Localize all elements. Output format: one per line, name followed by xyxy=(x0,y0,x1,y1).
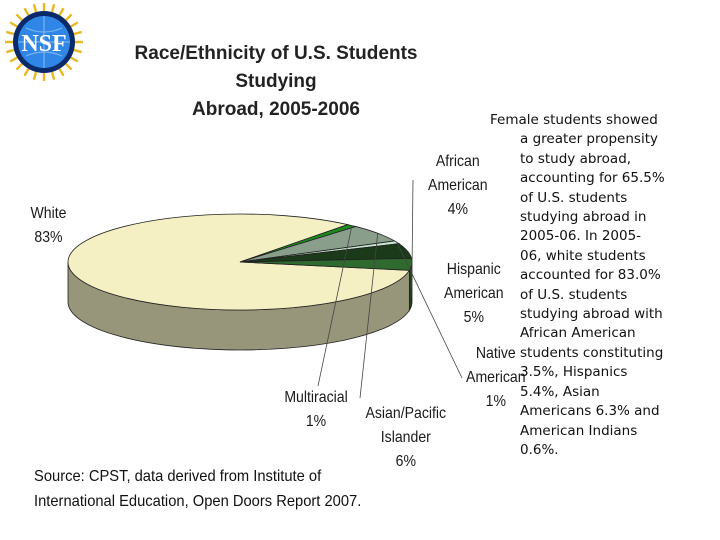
slice-label-asian-pacific-islander: Asian/Pacific Islander 6% xyxy=(365,402,446,474)
slice-label-hispanic-value: 5% xyxy=(463,309,484,326)
pie-top xyxy=(67,213,413,311)
caption-line: 3.5%, Hispanics xyxy=(520,364,628,381)
logo-ray xyxy=(50,4,56,14)
logo-ray xyxy=(69,21,79,29)
source-note: Source: CPST, data derived from Institut… xyxy=(34,464,361,514)
caption-line: Americans 6.3% and xyxy=(520,403,660,420)
caption-line: students constituting xyxy=(520,344,664,361)
slice-label-asian-value: 6% xyxy=(395,453,416,470)
logo-ray xyxy=(50,70,56,80)
slice-label-african-american: African American 4% xyxy=(428,150,487,222)
logo-ray xyxy=(69,55,79,63)
caption-line: African American xyxy=(520,325,636,342)
leader-lines xyxy=(317,179,463,399)
caption-line: to study abroad, xyxy=(520,150,632,167)
logo-ray xyxy=(32,70,38,80)
caption-line: of U.S. students xyxy=(520,189,628,206)
caption-line: Female students showed xyxy=(490,112,658,128)
logo-globe-lines xyxy=(18,16,70,68)
caption-line: accounting for 65.5% xyxy=(520,170,665,187)
logo-ray xyxy=(57,67,65,77)
logo-ray xyxy=(15,13,24,22)
logo-ray xyxy=(9,55,19,63)
logo-text: NSF xyxy=(21,31,66,57)
logo-ray xyxy=(72,30,82,36)
slice-label-white: White 83% xyxy=(30,202,66,250)
slice-label-white-name: White xyxy=(30,205,67,222)
caption-line: accounted for 83.0% xyxy=(520,267,661,284)
slice-label-native-american: Native American 1% xyxy=(466,342,525,414)
logo-ray xyxy=(15,62,24,71)
caption-line: studying abroad with xyxy=(520,306,663,323)
leader-native-american xyxy=(396,242,463,379)
slice-label-hispanic-line-2: American xyxy=(444,285,504,302)
slice-label-asian-line-2: Islander xyxy=(380,429,431,446)
nsf-logo: NSF xyxy=(5,3,83,81)
logo-rays xyxy=(5,3,83,81)
slice-label-native-line-2: American xyxy=(466,369,526,386)
caption-line: 5.4%, Asian xyxy=(520,383,600,400)
logo-ray xyxy=(9,21,19,29)
chart-title: Race/Ethnicity of U.S. Students Studying… xyxy=(96,40,456,124)
logo-ray xyxy=(23,7,31,17)
leader-african-american xyxy=(411,179,414,289)
slice-label-african-line-2: American xyxy=(428,177,488,194)
slice-label-hispanic-line-1: Hispanic xyxy=(446,261,501,278)
slice-label-hispanic-american: Hispanic American 5% xyxy=(444,258,503,330)
caption-line: of U.S. students xyxy=(520,286,628,303)
slice-label-african-value: 4% xyxy=(447,201,468,218)
caption-line: American Indians xyxy=(520,422,638,439)
chart-title-line-2: Abroad, 2005-2006 xyxy=(192,99,360,120)
source-line-2: International Education, Open Doors Repo… xyxy=(34,493,362,510)
slice-label-asian-line-1: Asian/Pacific xyxy=(365,405,447,422)
source-line-1: Source: CPST, data derived from Institut… xyxy=(34,468,322,485)
slice-label-native-value: 1% xyxy=(485,393,506,410)
caption-line: 2005-06. In 2005- xyxy=(520,228,642,245)
leader-multiracial xyxy=(317,225,353,387)
logo-ray xyxy=(23,67,31,77)
logo-ray xyxy=(6,30,16,36)
slice-label-white-value: 83% xyxy=(34,229,63,246)
logo-ray xyxy=(64,62,73,71)
logo-ray xyxy=(64,13,73,22)
slice-label-african-line-1: African xyxy=(435,153,480,170)
caption-line: a greater propensity xyxy=(520,131,658,148)
leader-asian-pacific-islander xyxy=(359,233,379,399)
logo-ray xyxy=(72,48,82,54)
caption-line: 0.6%. xyxy=(520,441,559,458)
slice-label-native-line-1: Native xyxy=(475,345,516,362)
slice-label-multiracial-name: Multiracial xyxy=(284,389,348,406)
caption-line: studying abroad in xyxy=(520,209,647,226)
slice-label-multiracial: Multiracial 1% xyxy=(284,386,347,434)
pie-slice-white xyxy=(67,213,411,311)
logo-ray xyxy=(6,48,16,54)
logo-ray xyxy=(32,4,38,14)
caption-line: 06, white students xyxy=(520,247,646,264)
slice-label-multiracial-value: 1% xyxy=(305,413,327,430)
logo-ray xyxy=(57,7,65,17)
chart-title-line-1: Race/Ethnicity of U.S. Students Studying xyxy=(134,43,418,92)
caption-text: Female students showed a greater propensi… xyxy=(490,111,702,460)
